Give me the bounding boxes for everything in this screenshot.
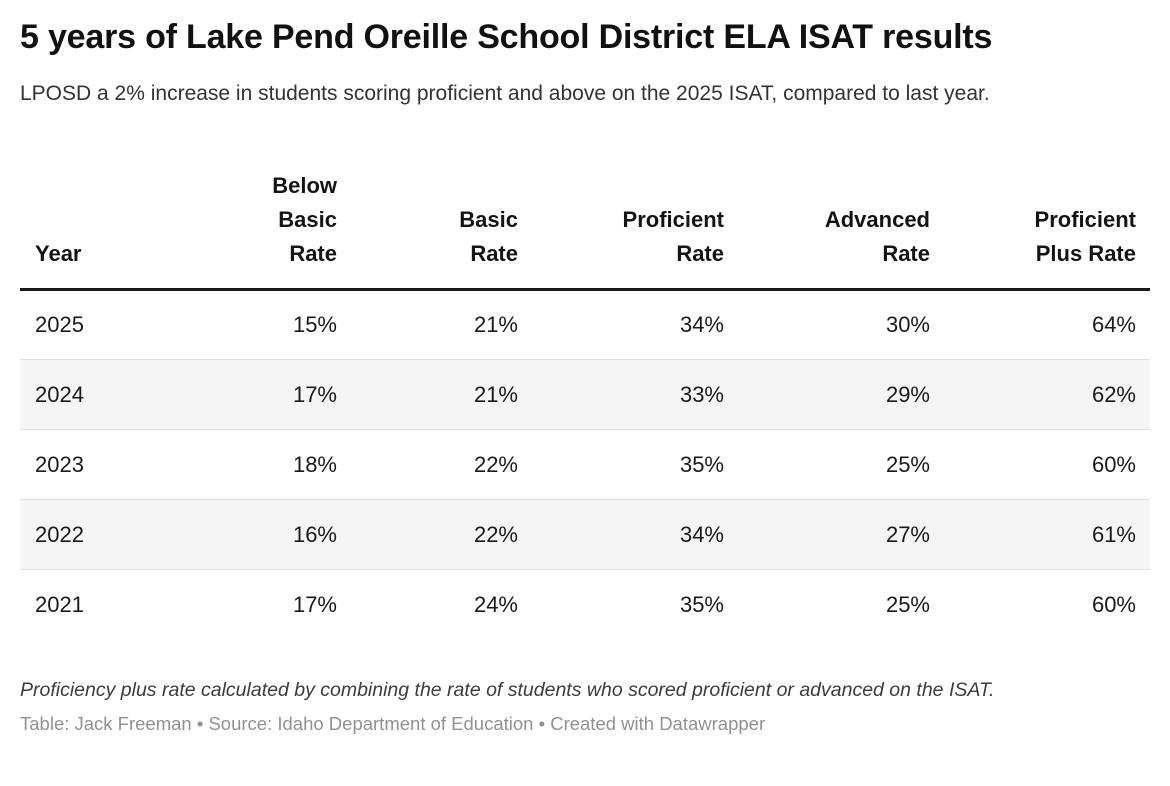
cell-below-basic-rate: 17% (160, 359, 351, 430)
cell-advanced-rate: 29% (738, 359, 944, 430)
cell-advanced-rate: 25% (738, 429, 944, 500)
cell-basic-rate: 22% (351, 429, 532, 500)
cell-basic-rate: 21% (351, 359, 532, 430)
table-row-2023: 2023 18% 22% 35% 25% 60% (20, 429, 1150, 500)
chart-description: LPOSD a 2% increase in students scoring … (20, 82, 990, 105)
cell-proficient-plus-rate: 64% (1091, 312, 1136, 337)
cell-proficient-rate: 35% (532, 429, 738, 500)
cell-proficient-plus-rate: 60% (944, 429, 1150, 500)
table-row-2021: 2021 17% 24% 35% 25% 60% (20, 569, 1150, 640)
cell-below-basic-rate: 16% (160, 499, 351, 570)
cell-below-basic-rate: 17% (160, 569, 351, 640)
chart-byline: Table: Jack Freeman • Source: Idaho Depa… (20, 712, 766, 734)
cell-basic-rate: 22% (351, 499, 532, 570)
cell-year: 2025 (35, 312, 84, 337)
cell-year: 2024 (20, 359, 160, 430)
column-header-proficient-rate: Proficient Rate (532, 169, 738, 291)
table-row-2022: 2022 16% 22% 34% 27% 61% (20, 499, 1150, 570)
cell-proficient-rate: 34% (532, 499, 738, 570)
column-header-below-basic-rate: Below Basic Rate (160, 169, 351, 291)
cell-year: 2022 (20, 499, 160, 570)
cell-proficient-rate: 35% (532, 569, 738, 640)
cell-basic-rate: 24% (351, 569, 532, 640)
table-row-2025: 2025 15% 21% 34% 30% 64% (20, 289, 1150, 360)
isat-results-table: Year Below Basic Rate Basic Rate Profici… (20, 169, 1150, 640)
column-header-proficient-plus-rate: Proficient Plus Rate (944, 169, 1150, 291)
column-header-basic-rate: Basic Rate (351, 169, 532, 291)
cell-year: 2021 (20, 569, 160, 640)
chart-footnote: Proficiency plus rate calculated by comb… (20, 678, 995, 701)
column-header-year: Year (20, 169, 160, 291)
table-row-2024: 2024 17% 21% 33% 29% 62% (20, 359, 1150, 430)
cell-below-basic-rate: 15% (292, 312, 337, 337)
cell-advanced-rate: 25% (738, 569, 944, 640)
cell-proficient-rate: 34% (679, 312, 724, 337)
cell-proficient-plus-rate: 60% (944, 569, 1150, 640)
cell-advanced-rate: 30% (885, 312, 930, 337)
cell-below-basic-rate: 18% (160, 429, 351, 500)
cell-advanced-rate: 27% (738, 499, 944, 570)
header-row: Year Below Basic Rate Basic Rate Profici… (20, 169, 1150, 291)
cell-year: 2023 (20, 429, 160, 500)
chart-title: 5 years of Lake Pend Oreille School Dist… (20, 18, 993, 56)
cell-basic-rate: 21% (473, 312, 518, 337)
cell-proficient-rate: 33% (532, 359, 738, 430)
column-header-advanced-rate: Advanced Rate (738, 169, 944, 291)
cell-proficient-plus-rate: 61% (944, 499, 1150, 570)
cell-proficient-plus-rate: 62% (944, 359, 1150, 430)
table-body: 2025 15% 21% 34% 30% 64% 2024 17% 21% 33… (20, 289, 1150, 640)
table-header: Year Below Basic Rate Basic Rate Profici… (20, 169, 1150, 291)
